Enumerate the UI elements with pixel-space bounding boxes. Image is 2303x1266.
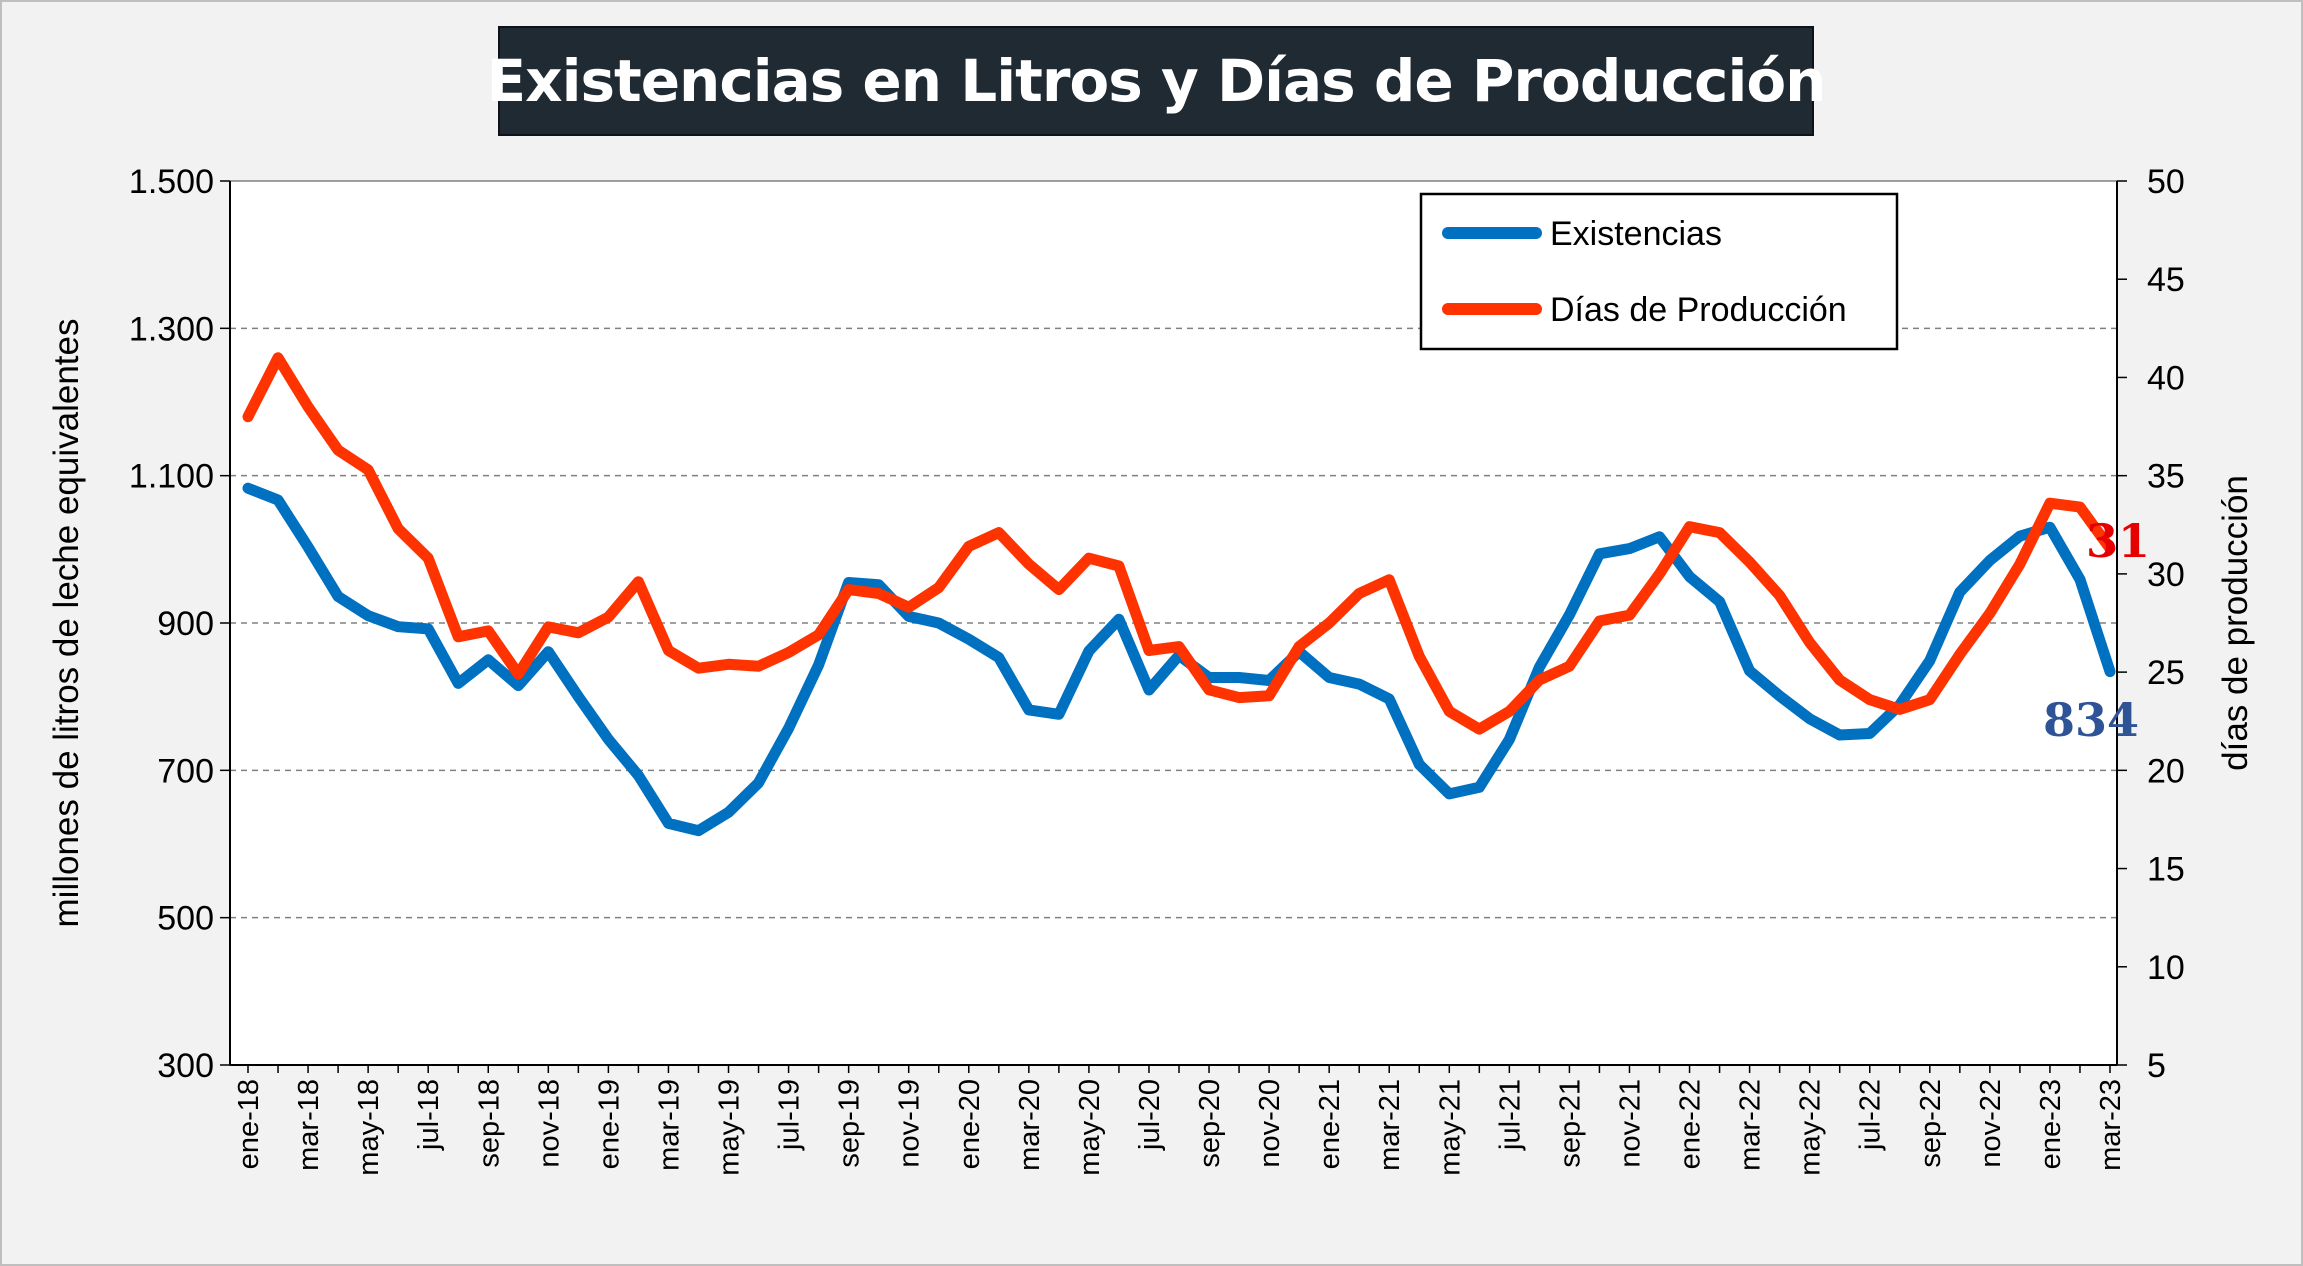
x-axis-tick-label: ene-22 [1675,1079,1707,1169]
x-axis-tick-label: mar-23 [2095,1079,2127,1171]
left-axis-title: millones de litros de leche equivalentes [47,319,86,928]
right-axis-tick-label: 15 [2147,851,2185,889]
x-axis-tick-label: nov-22 [1975,1079,2007,1168]
right-axis-tick-label: 35 [2147,458,2185,496]
x-axis-tick-label: jul-18 [413,1079,445,1151]
left-axis-tick-label: 1.500 [129,163,214,201]
x-axis-tick-label: ene-23 [2035,1079,2067,1169]
right-axis-tick-label: 25 [2147,654,2185,692]
x-axis-tick-label: may-18 [353,1079,385,1176]
x-axis-tick-label: sep-19 [834,1079,866,1168]
right-axis-tick-label: 10 [2147,949,2185,987]
right-axis-ticks: 5 10 15 20 25 30 35 40 45 50 [2117,163,2185,1085]
x-axis-tick-label: nov-18 [533,1079,565,1168]
left-axis-tick-label: 500 [157,900,214,938]
right-axis-title: días de producción [2216,475,2255,771]
left-axis-tick-label: 1.100 [129,458,214,496]
left-axis-tick-label: 300 [157,1047,214,1085]
x-axis-tick-label: jul-22 [1855,1079,1887,1151]
x-axis-tick-label: may-21 [1434,1079,1466,1176]
x-axis-tick-label: may-22 [1795,1079,1827,1176]
x-axis-tick-label: mar-20 [1014,1079,1046,1171]
x-axis-tick-label: jul-19 [774,1079,806,1151]
right-axis-tick-label: 5 [2147,1047,2166,1085]
x-axis-tick-label: jul-21 [1494,1079,1526,1151]
x-axis-tick-label: ene-21 [1314,1079,1346,1169]
x-axis-tick-label: sep-21 [1554,1079,1586,1168]
legend-box [1419,192,1899,351]
x-axis-tick-label: ene-18 [233,1079,265,1169]
end-label-existencias: 834 [2043,693,2139,747]
left-axis-tick-label: 900 [157,605,214,643]
legend-label-existencias: Existencias [1550,215,1722,253]
x-axis-tick-label: sep-18 [473,1079,505,1168]
x-axis-tick-label: nov-19 [894,1079,926,1168]
x-axis-tick-label: mar-18 [293,1079,325,1171]
x-axis-tick-label: sep-22 [1915,1079,1947,1168]
x-axis-tick-label: may-20 [1074,1079,1106,1176]
x-axis-tick-label: ene-20 [954,1079,986,1169]
chart-title: Existencias en Litros y Días de Producci… [486,47,1827,115]
chart-title-box: Existencias en Litros y Días de Producci… [487,26,1826,136]
x-axis-ticks: ene-18 mar-18 may-18 jul-18 sep-18 nov-18 ene-… [233,1065,2127,1176]
right-axis-tick-label: 30 [2147,556,2185,594]
left-axis-ticks: 300 500 700 900 1.100 1.300 1.500 [129,163,230,1085]
legend: Existencias Días de Producción [1419,192,1899,351]
right-axis-tick-label: 45 [2147,261,2185,299]
x-axis-tick-label: mar-22 [1735,1079,1767,1171]
x-axis-tick-label: mar-19 [653,1079,685,1171]
x-axis-tick-label: jul-20 [1134,1079,1166,1151]
left-axis-tick-label: 700 [157,752,214,790]
series-lines [242,352,2116,837]
end-label-dias: 31 [2086,514,2150,568]
right-axis-tick-label: 50 [2147,163,2185,201]
right-axis-tick-label: 40 [2147,359,2185,397]
legend-label-dias: Días de Producción [1550,291,1847,329]
x-axis-tick-label: may-19 [714,1079,746,1176]
x-axis-tick-label: mar-21 [1374,1079,1406,1171]
series-line-dias [242,352,2116,735]
left-axis-tick-label: 1.300 [129,310,214,348]
right-axis-tick-label: 20 [2147,752,2185,790]
x-axis-tick-label: sep-20 [1194,1079,1226,1168]
x-axis-tick-label: nov-20 [1254,1079,1286,1168]
x-axis-tick-label: ene-19 [593,1079,625,1169]
x-axis-tick-label: nov-21 [1614,1079,1646,1168]
